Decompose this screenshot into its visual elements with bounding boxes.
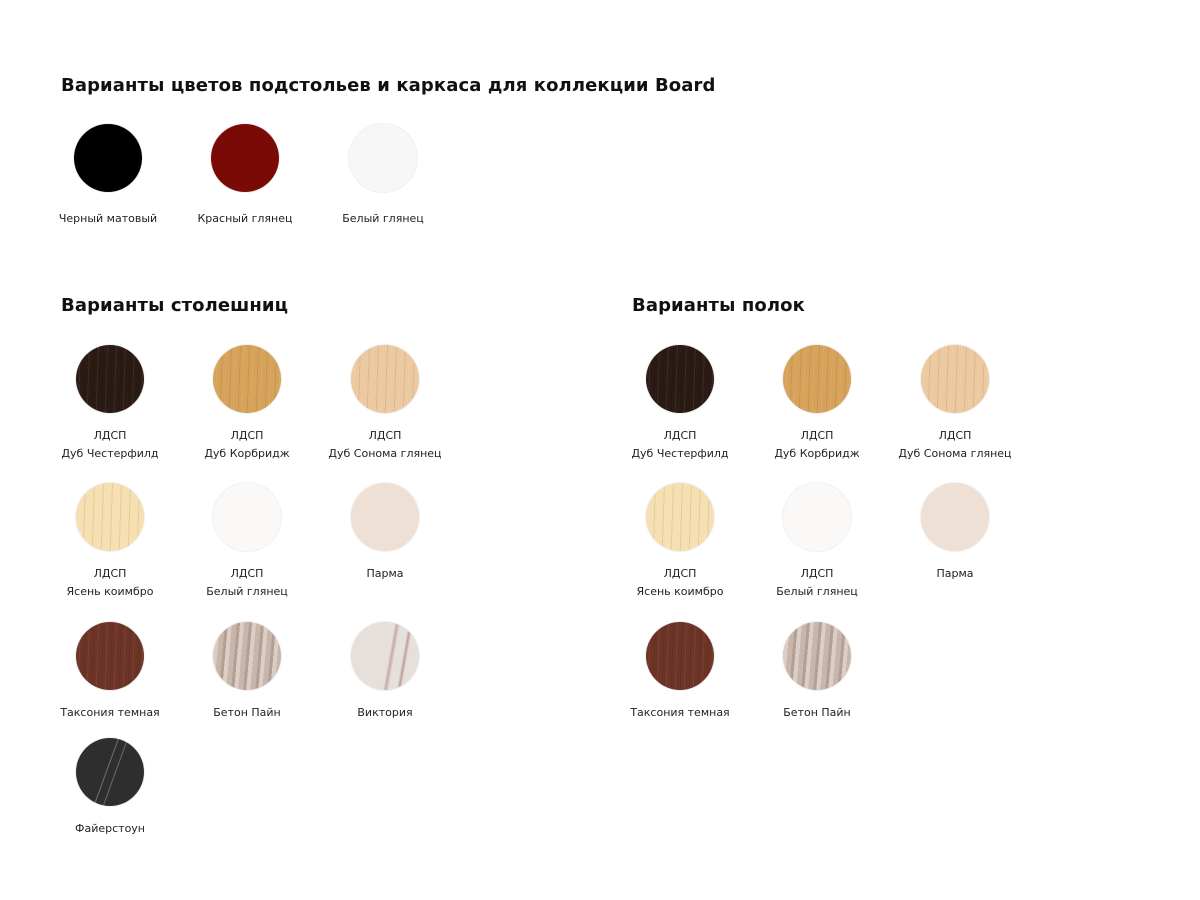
swatch-label: ЛДСП Дуб Сонома глянец xyxy=(310,427,460,463)
color-swatch[interactable] xyxy=(349,124,417,192)
swatch-name: Парма xyxy=(936,567,974,580)
swatch-name: Таксония темная xyxy=(630,706,730,719)
tops-swatch-item[interactable]: ЛДСП Дуб Сонома глянец xyxy=(310,345,460,463)
tops-swatch-item[interactable]: ЛДСП Белый глянец xyxy=(172,483,322,601)
material-label: ЛДСП xyxy=(230,429,264,442)
color-swatch[interactable] xyxy=(76,738,144,806)
swatch-label: Бетон Пайн xyxy=(742,704,892,722)
color-swatch[interactable] xyxy=(351,345,419,413)
swatch-label: Красный глянец xyxy=(170,210,320,228)
color-swatch[interactable] xyxy=(783,622,851,690)
color-swatch[interactable] xyxy=(211,124,279,192)
material-label: ЛДСП xyxy=(93,567,127,580)
tops-swatch-item[interactable]: Парма xyxy=(310,483,460,583)
tops-title: Варианты столешниц xyxy=(61,295,289,316)
swatch-label: ЛДСП Ясень коимбро xyxy=(605,565,755,601)
color-swatch[interactable] xyxy=(76,622,144,690)
swatch-name: Таксония темная xyxy=(60,706,160,719)
color-swatch[interactable] xyxy=(921,345,989,413)
swatch-label: ЛДСП Белый глянец xyxy=(742,565,892,601)
swatch-name: Белый глянец xyxy=(206,585,288,598)
material-label: ЛДСП xyxy=(368,429,402,442)
color-swatch[interactable] xyxy=(646,483,714,551)
color-swatch[interactable] xyxy=(76,345,144,413)
color-swatch[interactable] xyxy=(351,622,419,690)
swatch-name: Бетон Пайн xyxy=(213,706,281,719)
color-swatch[interactable] xyxy=(351,483,419,551)
tops-swatch-item[interactable]: Бетон Пайн xyxy=(172,622,322,722)
swatch-name: Дуб Корбридж xyxy=(204,447,290,460)
swatch-name: Черный матовый xyxy=(58,212,158,225)
color-swatch[interactable] xyxy=(213,483,281,551)
shelves-swatch-item[interactable]: ЛДСП Белый глянец xyxy=(742,483,892,601)
swatch-label: ЛДСП Ясень коимбро xyxy=(35,565,185,601)
frames-swatch-item[interactable]: Красный глянец xyxy=(170,124,320,228)
swatch-name: Ясень коимбро xyxy=(66,585,154,598)
material-label: ЛДСП xyxy=(93,429,127,442)
swatch-name: Виктория xyxy=(357,706,413,719)
swatch-name: Дуб Сонома глянец xyxy=(898,447,1012,460)
swatch-label: Белый глянец xyxy=(308,210,458,228)
swatch-label: Парма xyxy=(310,565,460,583)
shelves-swatch-item[interactable]: ЛДСП Дуб Корбридж xyxy=(742,345,892,463)
color-swatch[interactable] xyxy=(213,345,281,413)
swatch-label: ЛДСП Дуб Корбридж xyxy=(172,427,322,463)
shelves-title: Варианты полок xyxy=(632,295,805,316)
swatch-name: Бетон Пайн xyxy=(783,706,851,719)
swatch-label: ЛДСП Дуб Сонома глянец xyxy=(880,427,1030,463)
swatch-name: Белый глянец xyxy=(342,212,424,225)
swatch-label: Файерстоун xyxy=(35,820,185,838)
frames-title: Варианты цветов подстольев и каркаса для… xyxy=(61,75,716,96)
swatch-name: Парма xyxy=(366,567,404,580)
tops-swatch-item[interactable]: Таксония темная xyxy=(35,622,185,722)
shelves-swatch-item[interactable]: Парма xyxy=(880,483,1030,583)
material-label: ЛДСП xyxy=(230,567,264,580)
shelves-swatch-item[interactable]: ЛДСП Дуб Честерфилд xyxy=(605,345,755,463)
swatch-name: Дуб Сонома глянец xyxy=(328,447,442,460)
swatch-label: ЛДСП Дуб Корбридж xyxy=(742,427,892,463)
tops-swatch-item[interactable]: ЛДСП Дуб Корбридж xyxy=(172,345,322,463)
tops-swatch-item[interactable]: ЛДСП Ясень коимбро xyxy=(35,483,185,601)
tops-swatch-item[interactable]: Файерстоун xyxy=(35,738,185,838)
swatch-label: Бетон Пайн xyxy=(172,704,322,722)
swatch-label: Таксония темная xyxy=(35,704,185,722)
color-swatch[interactable] xyxy=(921,483,989,551)
material-label: ЛДСП xyxy=(800,567,834,580)
swatch-name: Белый глянец xyxy=(776,585,858,598)
swatch-label: ЛДСП Дуб Честерфилд xyxy=(35,427,185,463)
shelves-swatch-item[interactable]: ЛДСП Дуб Сонома глянец xyxy=(880,345,1030,463)
shelves-swatch-item[interactable]: Бетон Пайн xyxy=(742,622,892,722)
swatch-name: Дуб Честерфилд xyxy=(631,447,729,460)
color-swatch[interactable] xyxy=(213,622,281,690)
frames-swatch-item[interactable]: Белый глянец xyxy=(308,124,458,228)
material-label: ЛДСП xyxy=(800,429,834,442)
swatch-label: Виктория xyxy=(310,704,460,722)
frames-swatch-item[interactable]: Черный матовый xyxy=(33,124,183,228)
material-label: ЛДСП xyxy=(938,429,972,442)
swatch-label: ЛДСП Белый глянец xyxy=(172,565,322,601)
swatch-name: Красный глянец xyxy=(197,212,293,225)
tops-swatch-item[interactable]: ЛДСП Дуб Честерфилд xyxy=(35,345,185,463)
color-swatch[interactable] xyxy=(646,345,714,413)
swatch-label: Таксония темная xyxy=(605,704,755,722)
color-swatch[interactable] xyxy=(646,622,714,690)
color-swatch[interactable] xyxy=(783,483,851,551)
swatch-name: Дуб Честерфилд xyxy=(61,447,159,460)
material-label: ЛДСП xyxy=(663,429,697,442)
swatch-label: ЛДСП Дуб Честерфилд xyxy=(605,427,755,463)
material-label: ЛДСП xyxy=(663,567,697,580)
swatch-name: Файерстоун xyxy=(75,822,145,835)
color-swatch[interactable] xyxy=(783,345,851,413)
shelves-swatch-item[interactable]: Таксония темная xyxy=(605,622,755,722)
tops-swatch-item[interactable]: Виктория xyxy=(310,622,460,722)
swatch-name: Ясень коимбро xyxy=(636,585,724,598)
swatch-label: Парма xyxy=(880,565,1030,583)
swatch-label: Черный матовый xyxy=(33,210,183,228)
color-swatch[interactable] xyxy=(74,124,142,192)
color-swatch[interactable] xyxy=(76,483,144,551)
swatch-name: Дуб Корбридж xyxy=(774,447,860,460)
shelves-swatch-item[interactable]: ЛДСП Ясень коимбро xyxy=(605,483,755,601)
